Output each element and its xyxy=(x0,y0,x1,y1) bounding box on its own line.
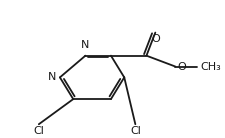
Text: N: N xyxy=(48,72,56,82)
Text: Cl: Cl xyxy=(129,126,140,136)
Text: N: N xyxy=(81,40,89,50)
Text: Cl: Cl xyxy=(33,126,44,136)
Text: CH₃: CH₃ xyxy=(200,62,220,71)
Text: O: O xyxy=(177,62,185,71)
Text: O: O xyxy=(150,34,159,44)
